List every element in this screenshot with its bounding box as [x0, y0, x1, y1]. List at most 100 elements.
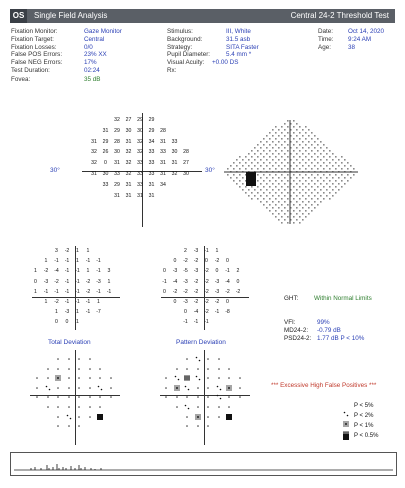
- field-value: -2: [183, 258, 188, 265]
- field-value: 0: [65, 319, 69, 326]
- field-value: 33: [114, 171, 120, 177]
- field-value: 31: [91, 171, 97, 177]
- grayscale-dot: [281, 156, 283, 158]
- grayscale-dot: [302, 129, 304, 131]
- probability-symbol: [207, 425, 209, 427]
- grayscale-dot: [293, 210, 295, 212]
- probability-symbol: [175, 396, 178, 399]
- grayscale-dot: [287, 192, 289, 194]
- field-value: -1: [75, 268, 80, 275]
- grayscale-dot: [332, 195, 334, 197]
- probability-symbol: [57, 406, 59, 408]
- info-value: SITA Faster: [226, 43, 259, 51]
- grayscale-dot: [311, 198, 313, 200]
- probability-symbol: [57, 396, 59, 399]
- grayscale-dot: [308, 195, 310, 197]
- probability-symbol: [99, 406, 101, 408]
- field-value: -2: [204, 299, 209, 305]
- blind-spot-mark: [246, 172, 256, 186]
- grayscale-dot: [263, 198, 265, 200]
- info-value: 23% XX: [84, 51, 107, 59]
- grayscale-dot: [275, 174, 277, 176]
- grayscale-dot: [272, 141, 274, 143]
- grayscale-dot: [263, 150, 265, 152]
- grayscale-dot: [302, 189, 304, 191]
- grayscale-dot: [257, 180, 259, 182]
- probability-symbol: [196, 425, 199, 427]
- grayscale-dot: [323, 186, 325, 188]
- grayscale-dot: [305, 180, 307, 182]
- grayscale-dot: [302, 219, 304, 221]
- field-value: -2: [235, 288, 241, 295]
- grayscale-dot: [314, 183, 316, 185]
- grayscale-dot: [287, 180, 289, 182]
- grayscale-dot: [254, 195, 256, 197]
- grayscale-dot: [263, 204, 265, 206]
- grayscale-dot: [308, 201, 310, 203]
- probability-symbol: [88, 396, 91, 399]
- grayscale-dot: [248, 189, 250, 191]
- grayscale-dot: [317, 150, 319, 152]
- grayscale-dot: [269, 204, 271, 206]
- probability-symbol: [78, 358, 80, 360]
- field-value: 34: [160, 181, 166, 188]
- probability-symbol: [207, 377, 209, 379]
- grayscale-dot: [269, 198, 271, 200]
- grayscale-dot: [257, 144, 259, 146]
- grayscale-dot: [293, 138, 295, 140]
- probability-symbol: [228, 396, 230, 399]
- grayscale-dot: [293, 216, 295, 218]
- grayscale-dot: [254, 159, 256, 161]
- grayscale-dot: [278, 177, 280, 179]
- grayscale-dot: [314, 165, 316, 167]
- probability-symbol: [175, 367, 178, 370]
- field-value: 1: [76, 319, 79, 326]
- grayscale-dot: [290, 213, 292, 215]
- probability-symbol: [67, 425, 70, 427]
- field-value: 31: [160, 138, 166, 145]
- info-label: False POS Errors:: [11, 51, 63, 59]
- field-value: -1: [162, 278, 167, 285]
- grayscale-dot: [269, 132, 271, 134]
- field-value: -2: [204, 309, 209, 316]
- grayscale-dot: [320, 195, 322, 197]
- grayscale-dot: [257, 162, 259, 164]
- field-value: 1: [76, 248, 79, 254]
- grayscale-dot: [308, 147, 310, 149]
- grayscale-dot: [257, 168, 259, 170]
- field-value: -1: [75, 288, 80, 295]
- legend-label: P < 0.5%: [354, 433, 379, 439]
- grayscale-dot: [287, 156, 289, 158]
- grayscale-dot: [245, 186, 247, 188]
- field-value: 30: [137, 127, 143, 134]
- eye-label: OS: [10, 9, 27, 23]
- field-value: -4: [54, 268, 59, 275]
- probability-symbol: [57, 358, 59, 360]
- grayscale-dot: [284, 159, 286, 161]
- grayscale-dot: [302, 159, 304, 161]
- probability-symbol: [228, 367, 230, 370]
- field-value: -1: [85, 299, 91, 305]
- grayscale-dot: [323, 144, 325, 146]
- grayscale-dot: [344, 159, 346, 161]
- pattern-dev-v-axis: [204, 246, 205, 330]
- grayscale-dot: [323, 174, 325, 176]
- grayscale-dot: [242, 165, 244, 167]
- grayscale-dot: [290, 135, 292, 137]
- grayscale-dot: [293, 192, 295, 194]
- field-value: -1: [75, 299, 80, 305]
- field-value: -1: [64, 278, 70, 285]
- field-value: 31: [91, 138, 97, 145]
- grayscale-dot: [266, 207, 268, 209]
- field-value: 32: [171, 171, 178, 177]
- field-value: -1: [183, 319, 188, 326]
- grayscale-dot: [320, 189, 322, 191]
- field-value: -2: [204, 278, 209, 285]
- ght-value: Within Normal Limits: [314, 295, 372, 302]
- grayscale-dot: [302, 165, 304, 167]
- info-value: 31.5 asb: [226, 35, 251, 43]
- field-value: -1: [96, 268, 101, 275]
- probability-symbol: [186, 415, 188, 418]
- info-label: Strategy:: [167, 43, 193, 51]
- info-value: 9:24 AM: [348, 35, 372, 43]
